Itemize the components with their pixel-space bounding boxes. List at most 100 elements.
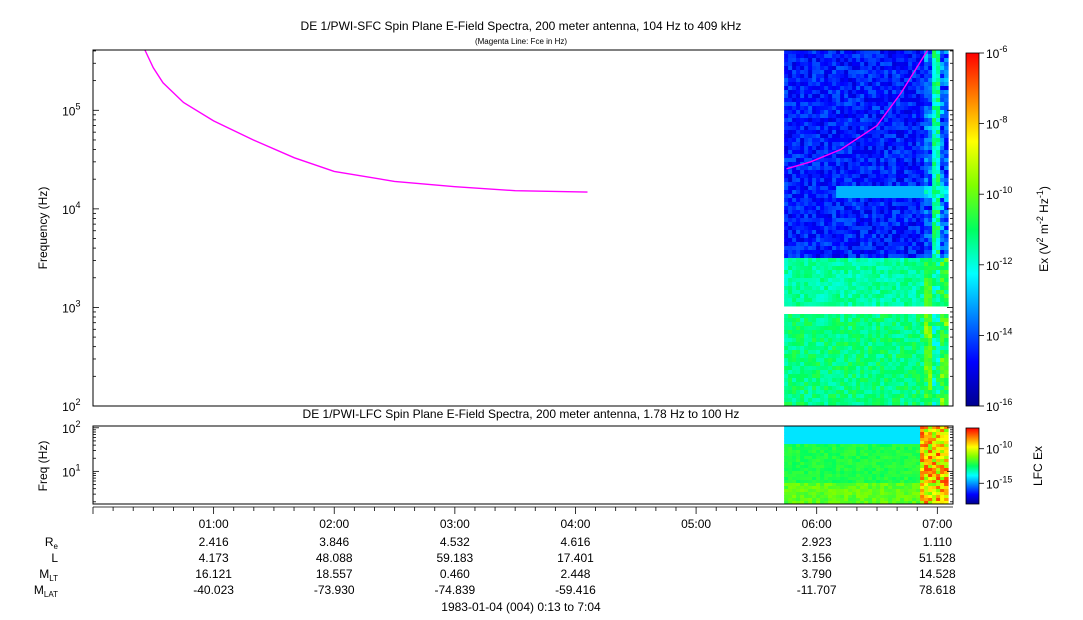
spectrogram-cell	[944, 206, 949, 211]
lfc-spectrogram-cell	[876, 444, 881, 448]
spectrogram-cell	[944, 166, 949, 171]
lfc-spectrogram-cell	[848, 501, 853, 504]
spectrogram-cell	[832, 234, 837, 239]
time-axis: 01:00 02:00 03:00 04:00 05:00 06:00 07:00	[92, 506, 953, 531]
spectrogram-cell	[784, 282, 789, 287]
spectrogram-cell	[924, 234, 929, 239]
lfc-spectrogram-cell	[788, 450, 793, 454]
spectrogram-cell	[892, 146, 897, 151]
spectrogram-cell	[844, 222, 849, 227]
lfc-spectrogram-cell	[876, 492, 881, 496]
lfc-spectrogram-cell	[804, 453, 809, 457]
spectrogram-cell	[808, 122, 813, 127]
spectrogram-cell	[856, 342, 861, 347]
spectrogram-cell	[876, 218, 881, 223]
spectrogram-cell	[820, 154, 825, 159]
lfc-spectrogram-cell	[884, 492, 889, 496]
spectrogram-cell	[908, 234, 913, 239]
spectrogram-cell	[820, 98, 825, 103]
spectrogram-cell	[804, 298, 809, 303]
spectrogram-cell	[868, 50, 873, 55]
spectrogram-cell	[848, 146, 853, 151]
spectrogram-cell	[940, 222, 945, 227]
lfc-spectrogram-cell	[800, 483, 805, 487]
spectrogram-cell	[860, 198, 865, 203]
spectrogram-cell	[916, 194, 921, 199]
spectrogram-cell	[804, 238, 809, 243]
spectrogram-cell	[788, 230, 793, 235]
lfc-spectrogram-cell	[920, 432, 925, 436]
spectrogram-cell	[912, 174, 917, 179]
spectrogram-cell	[812, 106, 817, 111]
spectrogram-cell	[864, 218, 869, 223]
spectrogram-cell	[928, 94, 933, 99]
spectrogram-cell	[840, 378, 845, 383]
spectrogram-cell	[828, 262, 833, 267]
spectrogram-cell	[824, 118, 829, 123]
bottom-colorbar-gradient	[965, 427, 980, 505]
lfc-spectrogram-cell	[908, 483, 913, 487]
lfc-spectrogram-cell	[932, 462, 937, 466]
lfc-spectrogram-cell	[832, 426, 837, 430]
spectrogram-cell	[852, 74, 857, 79]
lfc-spectrogram-cell	[920, 489, 925, 493]
spectrogram-cell	[916, 150, 921, 155]
spectrogram-cell	[916, 398, 921, 403]
top-panel-title: DE 1/PWI-SFC Spin Plane E-Field Spectra,…	[301, 19, 742, 33]
spectrogram-cell	[844, 154, 849, 159]
spectrogram-cell	[800, 142, 805, 147]
lfc-spectrogram-cell	[836, 447, 841, 451]
spectrogram-cell	[808, 186, 813, 191]
spectrogram-cell	[936, 54, 941, 59]
lfc-spectrogram-cell	[860, 429, 865, 433]
spectrogram-cell	[836, 146, 841, 151]
spectrogram-cell	[852, 70, 857, 75]
lfc-spectrogram-cell	[804, 489, 809, 493]
lfc-spectrogram-cell	[856, 447, 861, 451]
spectrogram-cell	[928, 362, 933, 367]
spectrogram-cell	[932, 154, 937, 159]
colorbar-tick-exponent: -6	[999, 44, 1007, 54]
spectrogram-cell	[824, 234, 829, 239]
spectrogram-cell	[924, 258, 929, 263]
lfc-spectrogram-cell	[936, 495, 941, 499]
lfc-spectrogram-cell	[904, 429, 909, 433]
spectrogram-cell	[872, 186, 877, 191]
spectrogram-cell	[888, 342, 893, 347]
lfc-spectrogram-cell	[840, 483, 845, 487]
spectrogram-cell	[928, 254, 933, 259]
lfc-spectrogram-cell	[872, 462, 877, 466]
spectrogram-cell	[804, 126, 809, 131]
spectrogram-cell	[896, 90, 901, 95]
lfc-spectrogram-cell	[804, 426, 809, 430]
lfc-spectrogram-cell	[908, 435, 913, 439]
time-tick-label: 02:00	[319, 517, 349, 531]
spectrogram-cell	[804, 386, 809, 391]
spectrogram-cell	[812, 110, 817, 115]
spectrogram-cell	[824, 322, 829, 327]
spectrogram-cell	[796, 210, 801, 215]
lfc-spectrogram-cell	[804, 456, 809, 460]
lfc-spectrogram-cell	[848, 444, 853, 448]
lfc-spectrogram-cell	[804, 459, 809, 463]
spectrogram-cell	[928, 398, 933, 403]
lfc-spectrogram-cell	[840, 462, 845, 466]
lfc-spectrogram-cell	[944, 486, 949, 490]
lfc-spectrogram-cell	[804, 468, 809, 472]
spectrogram-cell	[860, 114, 865, 119]
spectrogram-cell	[932, 402, 937, 406]
lfc-spectrogram-cell	[788, 432, 793, 436]
spectrogram-cell	[804, 334, 809, 339]
lfc-spectrogram-cell	[924, 480, 929, 484]
spectrogram-cell	[812, 194, 817, 199]
spectrogram-cell	[808, 110, 813, 115]
lfc-spectrogram-cell	[912, 468, 917, 472]
ephemeris-value: 3.790	[802, 567, 832, 581]
spectrogram-cell	[816, 174, 821, 179]
spectrogram-cell	[904, 282, 909, 287]
spectrogram-cell	[812, 82, 817, 87]
spectrogram-cell	[824, 186, 829, 191]
spectrogram-cell	[848, 86, 853, 91]
lfc-spectrogram-cell	[884, 438, 889, 442]
spectrogram-cell	[844, 350, 849, 355]
